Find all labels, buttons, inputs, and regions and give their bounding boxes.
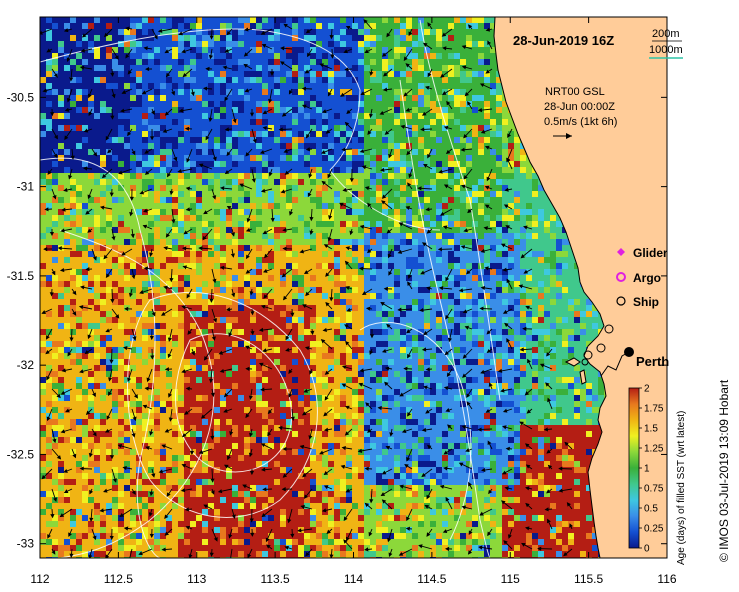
colorbar-tick-label: 0.25 — [644, 524, 664, 535]
legend-glider: Glider — [617, 246, 668, 260]
colorbar-tick-label: 0 — [644, 544, 650, 555]
map-title: 28-Jun-2019 16Z — [513, 33, 614, 48]
ship-marker — [583, 350, 593, 360]
land-area — [493, 17, 667, 558]
y-tick-label: -32.5 — [7, 447, 35, 461]
ship-marker — [596, 343, 606, 353]
rottnest-island — [564, 357, 581, 367]
argo-ring-icon — [616, 272, 626, 282]
current-vectors — [40, 19, 574, 558]
colorbar-tick-label: 2 — [644, 384, 650, 395]
garden-island — [579, 369, 587, 385]
scale-arrow-icon — [553, 133, 572, 139]
place-label-perth: Perth — [636, 354, 669, 369]
current-source: NRT00 GSL — [545, 86, 605, 98]
y-tick-label: -30.5 — [7, 90, 35, 104]
x-tick-label: 115 — [501, 572, 520, 586]
current-scale: 0.5m/s (1kt 6h) — [544, 116, 617, 128]
x-tick-label: 115.5 — [574, 572, 603, 586]
legend-ship: Ship — [616, 295, 659, 309]
x-tick-label: 114 — [344, 572, 363, 586]
y-tick-label: -31 — [17, 180, 35, 194]
x-tick-label: 116 — [657, 572, 676, 586]
colorbar-tick-label: 0.75 — [644, 484, 664, 495]
colorbar-tick-label: 1.25 — [644, 444, 664, 455]
y-tick-label: -32 — [17, 358, 35, 372]
ship-circle-icon — [616, 296, 626, 306]
colorbar-gradient — [628, 387, 640, 549]
legend-ship-label: Ship — [633, 295, 659, 309]
colorbar-ticks: 0 0.25 0.5 0.75 1 1.25 1.5 1.75 2 — [639, 384, 664, 555]
colorbar-tick-label: 0.5 — [644, 504, 658, 515]
depth-legend-shallow: 200m — [652, 28, 680, 40]
legend-glider-label: Glider — [633, 246, 668, 260]
colorbar-tick-label: 1.75 — [644, 404, 664, 415]
x-tick-label: 112.5 — [104, 572, 133, 586]
perth-marker: Perth — [600, 347, 669, 377]
ship-marker — [604, 324, 614, 334]
city-dot-icon — [624, 347, 634, 357]
colorbar-tick-label: 1 — [644, 464, 650, 475]
x-tick-label: 113 — [187, 572, 206, 586]
x-tick-label: 113.5 — [261, 572, 290, 586]
legend-argo-label: Argo — [633, 271, 661, 285]
colorbar: 0 0.25 0.5 0.75 1 1.25 1.5 1.75 2 Age (days) of … — [628, 384, 687, 565]
x-tick-label: 112 — [30, 572, 49, 586]
ship-marker — [581, 358, 589, 366]
bathymetry-contours — [40, 19, 501, 558]
y-tick-label: -31.5 — [7, 269, 35, 283]
glider-diamond-icon — [617, 248, 625, 256]
current-time: 28-Jun 00:00Z — [544, 101, 615, 113]
x-tick-label: 114.5 — [417, 572, 446, 586]
colorbar-label: Age (days) of filled SST (wrt latest) — [676, 411, 687, 565]
ship-markers — [581, 324, 614, 366]
depth-legend-deep: 1000m — [649, 44, 683, 56]
y-tick-label: -33 — [17, 537, 35, 551]
y-axis: -30.5 -31 -31.5 -32 -32.5 -33 — [7, 90, 667, 551]
credit-text: © IMOS 03-Jul-2019 13:09 Hobart — [717, 379, 731, 562]
x-axis: 112 112.5 113 113.5 114 114.5 115 115.5 116 — [30, 17, 677, 586]
legend-argo: Argo — [616, 271, 661, 285]
colorbar-tick-label: 1.5 — [644, 424, 658, 435]
